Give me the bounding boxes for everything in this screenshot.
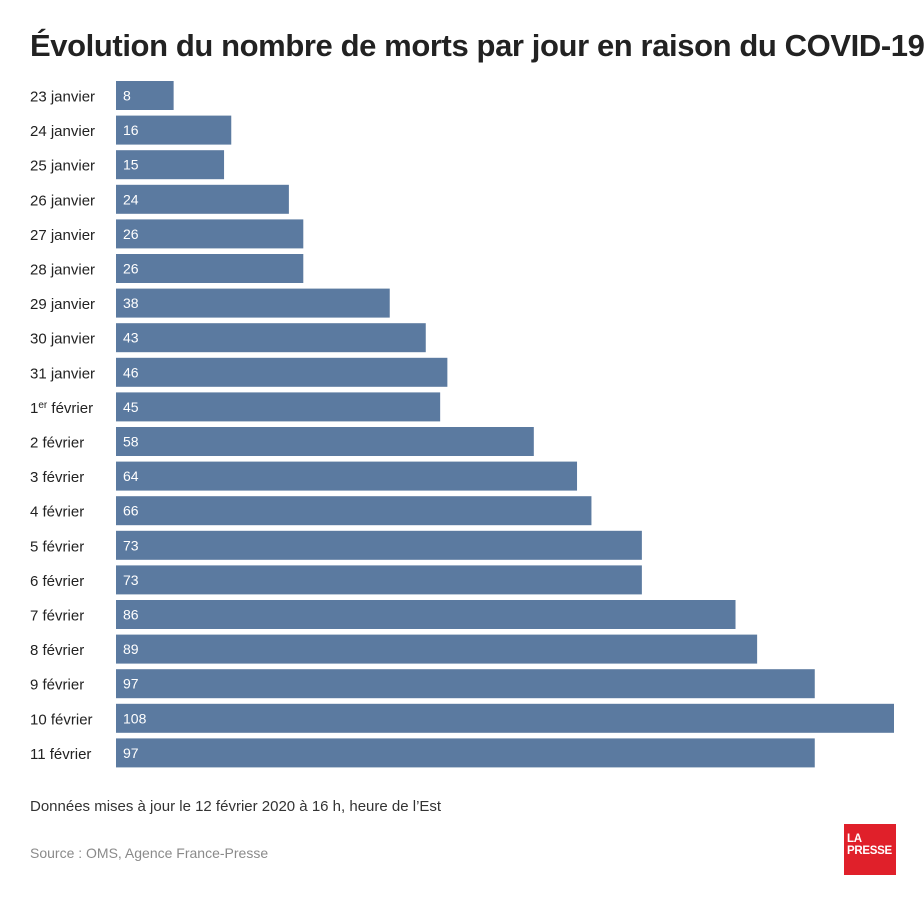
bar — [116, 150, 225, 180]
category-label: 7 février — [30, 608, 84, 625]
bar-value-label: 26 — [123, 226, 139, 242]
bar — [116, 427, 534, 456]
category-label: 24 janvier — [30, 123, 95, 140]
bar — [116, 530, 642, 560]
bar-value-label: 26 — [123, 261, 139, 277]
bar-value-label: 16 — [123, 122, 139, 138]
category-label: 31 janvier — [30, 365, 95, 382]
bar — [116, 184, 289, 214]
bar — [116, 565, 642, 595]
bar — [116, 600, 736, 629]
bar-value-label: 43 — [123, 330, 139, 346]
category-label: 29 janvier — [30, 296, 95, 313]
category-label: 9 février — [30, 677, 84, 694]
bar-value-label: 86 — [123, 607, 139, 623]
bar-value-label: 97 — [123, 745, 139, 761]
bar — [116, 703, 894, 733]
bar-value-label: 66 — [123, 503, 139, 519]
category-label: 8 février — [30, 642, 84, 659]
category-label: 23 janvier — [30, 89, 95, 106]
bar-value-label: 15 — [123, 157, 139, 173]
category-label: 30 janvier — [30, 331, 95, 348]
source-text: Source : OMS, Agence France-Presse — [30, 845, 269, 861]
bar — [116, 634, 758, 664]
bar — [116, 669, 815, 699]
category-label: 2 février — [30, 435, 84, 452]
bar-value-label: 46 — [123, 364, 139, 380]
bar — [116, 219, 304, 249]
category-label: 25 janvier — [30, 158, 95, 175]
bar — [116, 288, 390, 318]
bar-value-label: 38 — [123, 295, 139, 311]
bar-value-label: 64 — [123, 468, 139, 484]
bar — [116, 115, 232, 145]
bar-value-label: 24 — [123, 191, 139, 207]
category-label: 5 février — [30, 538, 84, 555]
category-label: 10 février — [30, 711, 93, 728]
logo-line-1: LA — [847, 833, 862, 845]
bar-chart: 8 23 janvier 16 24 janvier 15 25 janvier 24 26 … — [30, 81, 894, 768]
chart-title: Évolution du nombre de morts par jour en… — [30, 28, 924, 63]
category-label: 4 février — [30, 504, 84, 521]
category-label: 26 janvier — [30, 192, 95, 209]
bar — [116, 357, 448, 387]
category-label: 6 février — [30, 573, 84, 590]
category-label: 27 janvier — [30, 227, 95, 244]
bar — [116, 461, 578, 491]
bar-value-label: 73 — [123, 572, 139, 588]
bar — [116, 81, 174, 110]
bar — [116, 496, 592, 526]
bar-value-label: 73 — [123, 537, 139, 553]
bar-value-label: 58 — [123, 434, 139, 450]
category-label: 11 février — [30, 746, 91, 763]
bar — [116, 738, 815, 768]
bar — [116, 323, 426, 353]
la-presse-logo: LA PRESSE — [844, 824, 896, 875]
category-label: 28 janvier — [30, 262, 95, 279]
bar-value-label: 45 — [123, 399, 139, 415]
bar-value-label: 8 — [123, 88, 131, 104]
bar — [116, 392, 441, 422]
logo-line-2: PRESSE — [847, 845, 892, 857]
bar — [116, 254, 304, 283]
update-note: Données mises à jour le 12 février 2020 … — [30, 798, 442, 815]
bar-value-label: 97 — [123, 676, 139, 692]
bar-value-label: 89 — [123, 641, 139, 657]
category-label: 3 février — [30, 469, 84, 486]
category-label: 1er février — [30, 400, 93, 417]
bar-value-label: 108 — [123, 710, 147, 726]
